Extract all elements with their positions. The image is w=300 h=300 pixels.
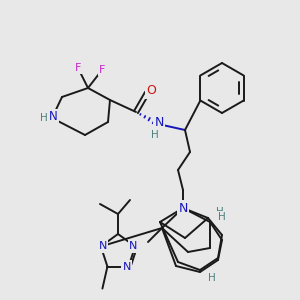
Text: N: N	[154, 116, 164, 130]
Text: N: N	[99, 242, 107, 251]
Text: H: H	[151, 130, 159, 140]
Text: N: N	[122, 262, 131, 272]
Text: O: O	[146, 85, 156, 98]
Text: N: N	[178, 202, 188, 214]
Text: H: H	[208, 273, 216, 283]
Text: F: F	[75, 63, 81, 73]
Text: H: H	[218, 212, 226, 222]
Text: F: F	[99, 65, 105, 75]
Text: H: H	[216, 207, 224, 217]
Text: N: N	[129, 242, 137, 251]
Text: N: N	[49, 110, 57, 124]
Text: H: H	[208, 273, 216, 283]
Text: H: H	[40, 113, 48, 123]
